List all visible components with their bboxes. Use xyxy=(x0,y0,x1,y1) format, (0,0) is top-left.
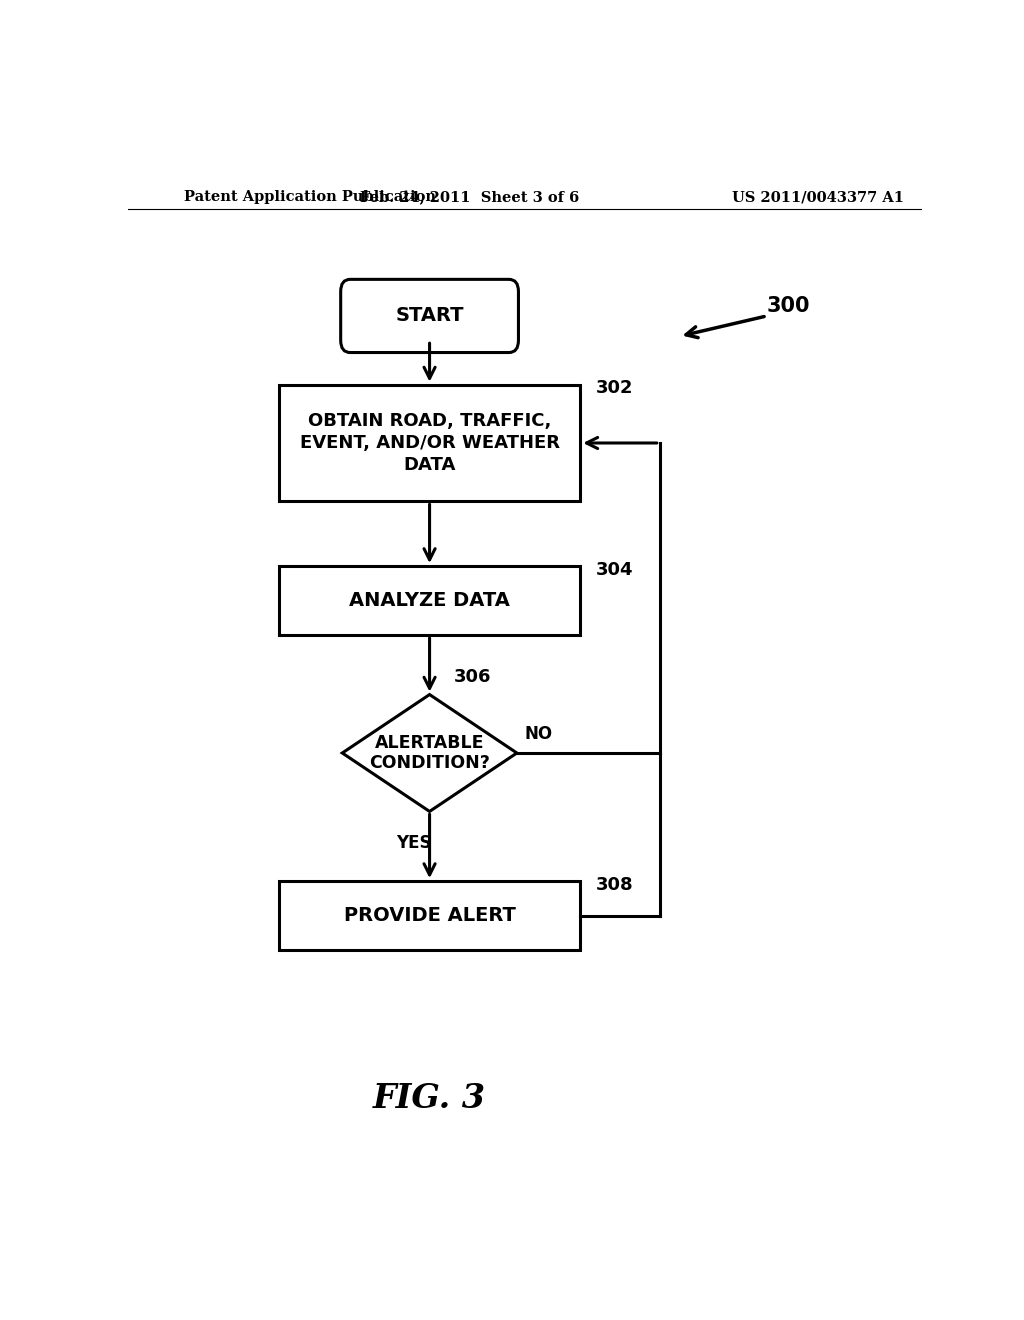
Bar xyxy=(279,566,581,635)
Bar xyxy=(279,384,581,502)
Text: OBTAIN ROAD, TRAFFIC,
EVENT, AND/OR WEATHER
DATA: OBTAIN ROAD, TRAFFIC, EVENT, AND/OR WEAT… xyxy=(300,412,559,474)
Text: Patent Application Publication: Patent Application Publication xyxy=(183,190,435,205)
Text: 306: 306 xyxy=(454,668,490,686)
Text: ALERTABLE
CONDITION?: ALERTABLE CONDITION? xyxy=(369,734,490,772)
Polygon shape xyxy=(342,694,517,812)
FancyBboxPatch shape xyxy=(341,280,518,352)
Text: START: START xyxy=(395,306,464,326)
Text: US 2011/0043377 A1: US 2011/0043377 A1 xyxy=(732,190,904,205)
Text: 300: 300 xyxy=(767,296,810,315)
Text: FIG. 3: FIG. 3 xyxy=(373,1082,486,1115)
Text: 308: 308 xyxy=(596,876,634,894)
Text: NO: NO xyxy=(524,725,553,743)
Text: ANALYZE DATA: ANALYZE DATA xyxy=(349,591,510,610)
Bar xyxy=(279,880,581,950)
Text: Feb. 24, 2011  Sheet 3 of 6: Feb. 24, 2011 Sheet 3 of 6 xyxy=(359,190,579,205)
Text: 302: 302 xyxy=(596,379,634,397)
Text: 304: 304 xyxy=(596,561,634,579)
Text: YES: YES xyxy=(396,834,431,851)
Text: PROVIDE ALERT: PROVIDE ALERT xyxy=(344,906,515,925)
